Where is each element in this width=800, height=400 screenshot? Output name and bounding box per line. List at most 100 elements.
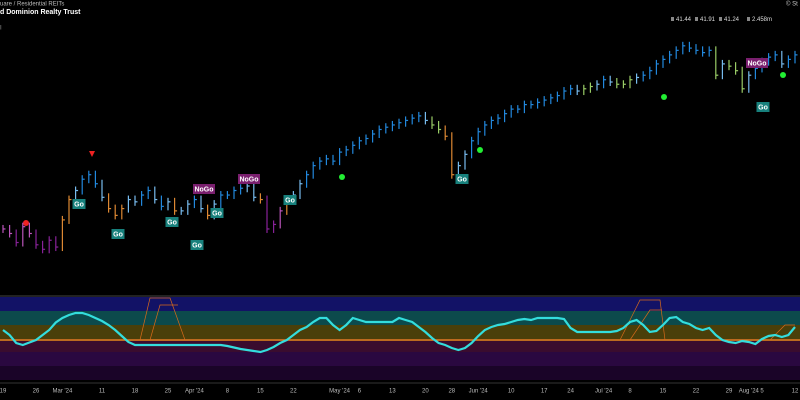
readout-value: 41.24: [724, 17, 740, 23]
x-tick-label: 8: [628, 389, 632, 395]
price-bar: [147, 186, 151, 200]
annotation-box: [756, 102, 770, 112]
annotation-box: [210, 208, 224, 218]
price-bar: [622, 80, 626, 89]
price-bar: [339, 148, 343, 166]
x-tick-label: 10: [508, 389, 515, 395]
price-bar: [220, 191, 224, 209]
price-bar: [728, 59, 732, 71]
price-bar: [675, 46, 679, 59]
x-tick-label: 6: [358, 389, 362, 395]
annotation: Go: [756, 102, 770, 112]
symbol-name: d Dominion Realty Trust: [0, 9, 81, 16]
price-bar: [550, 93, 554, 105]
annotation-label: Go: [212, 210, 222, 217]
price-bar: [721, 59, 725, 80]
x-tick-label: Apr '24: [185, 389, 204, 395]
x-tick-label: 17: [541, 389, 548, 395]
annotation: Go: [72, 199, 86, 209]
annotation-box: [455, 174, 469, 184]
price-bar: [312, 161, 316, 179]
annotation-box: [111, 229, 125, 239]
price-bar: [174, 197, 178, 215]
x-tick-label: 25: [165, 389, 172, 395]
readout-icon: [747, 17, 750, 21]
price-bar: [121, 204, 125, 220]
price-bar: [391, 120, 395, 132]
price-bar: [536, 98, 541, 109]
price-bar: [682, 41, 686, 55]
price-bar: [774, 50, 778, 62]
price-bar: [114, 204, 118, 220]
x-tick-label: Mar '24: [52, 389, 72, 395]
x-tick-label: 20: [422, 389, 429, 395]
price-bar: [266, 195, 270, 233]
red-triangle: [89, 151, 95, 157]
annotation-label: Go: [74, 201, 84, 208]
green-dot: [780, 72, 786, 78]
price-bar: [61, 215, 65, 252]
price-bar: [306, 170, 310, 188]
x-tick-label: 15: [257, 389, 264, 395]
annotation: Go: [165, 217, 179, 227]
price-bar: [642, 71, 646, 82]
green-dot: [661, 94, 667, 100]
price-bar: [405, 116, 409, 127]
x-tick-label: 5: [760, 389, 764, 395]
annotation-label: NoGo: [747, 60, 766, 67]
readout-value: 41.91: [700, 17, 716, 23]
price-bar: [490, 116, 494, 129]
price-bar: [88, 170, 92, 184]
price-bar: [207, 204, 211, 220]
price-bar: [279, 206, 283, 229]
annotation-label: Go: [113, 231, 123, 238]
exchange: uare / Residential REITs: [0, 2, 64, 8]
annotation-label: Go: [758, 104, 768, 111]
price-bar: [2, 224, 6, 233]
price-bar: [715, 46, 719, 80]
price-bar: [154, 186, 158, 204]
x-tick-label: 24: [567, 389, 574, 395]
price-bar: [471, 136, 475, 159]
price-bar: [9, 224, 13, 238]
price-bar: [609, 75, 613, 86]
price-bar: [576, 84, 580, 96]
readout-value: 41.44: [676, 17, 692, 23]
price-bar: [510, 105, 514, 118]
readout: 41.44 41.91 41.24 2.458m: [671, 17, 772, 23]
price-bar: [794, 50, 798, 64]
readout-icon: [719, 17, 722, 21]
price-bar: [569, 84, 574, 96]
price-bar: [649, 66, 653, 80]
annotation: Go: [111, 229, 125, 239]
annotation: NoGo: [193, 184, 215, 194]
annotation: Go: [455, 174, 469, 184]
price-bar: [107, 193, 112, 213]
price-bar: [602, 75, 607, 89]
price-bar: [596, 80, 600, 91]
price-bar: [141, 191, 145, 206]
price-bar: [530, 100, 534, 109]
price-bar: [352, 141, 356, 154]
annotation-label: Go: [167, 219, 177, 226]
x-tick-label: 28: [448, 389, 455, 395]
price-bar: [695, 44, 699, 55]
price-bar: [748, 71, 752, 93]
price-bar: [563, 87, 567, 100]
price-bar: [477, 127, 481, 145]
price-bar: [28, 222, 32, 238]
price-bar: [583, 84, 587, 96]
price-bar: [484, 120, 488, 136]
price-bar: [299, 179, 303, 200]
price-bar: [127, 195, 131, 213]
price-bar: [635, 73, 640, 84]
annotation: Go: [210, 208, 224, 218]
annotation-box: [165, 217, 179, 227]
x-tick-label: 22: [290, 389, 297, 395]
price-bar: [708, 46, 712, 57]
price-bar: [781, 50, 785, 68]
price-bar: [438, 120, 442, 134]
x-tick-label: 15: [660, 389, 667, 395]
annotation: Go: [283, 195, 297, 205]
